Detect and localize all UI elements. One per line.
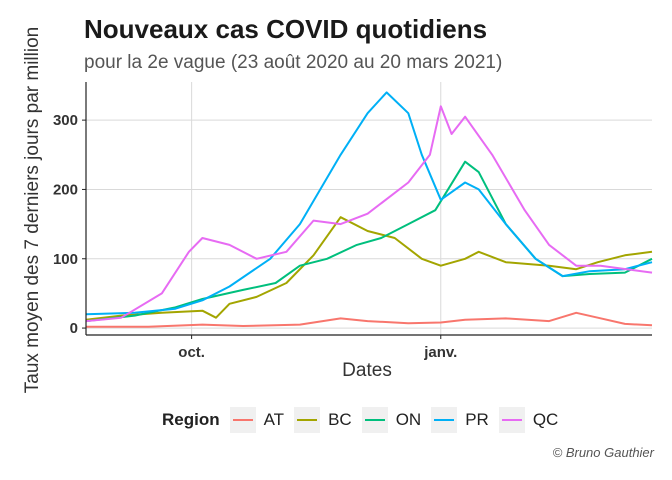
series-line-on xyxy=(85,160,653,323)
legend-label-at: AT xyxy=(263,410,285,429)
series-line-at xyxy=(86,311,653,328)
legend-key-bc xyxy=(294,407,321,433)
legend-swatch-at xyxy=(232,419,253,421)
legend-label-qc: QC xyxy=(532,410,559,429)
legend-title: Region xyxy=(162,410,220,429)
legend-key-on xyxy=(361,407,388,433)
legend-key-pr xyxy=(431,407,458,433)
legend-swatch-qc xyxy=(501,419,522,421)
legend-label-pr: PR xyxy=(465,410,489,429)
x-tick-label: oct. xyxy=(178,344,205,361)
chart-subtitle: pour la 2e vague (23 août 2020 au 20 mar… xyxy=(84,52,503,73)
series-line-qc xyxy=(85,105,653,323)
y-axis-label: Taux moyen des 7 derniers jours par mill… xyxy=(22,26,43,394)
y-tick-label: 300 xyxy=(53,112,78,129)
legend-item-qc: QC xyxy=(498,407,559,433)
legend-swatch-pr xyxy=(434,419,455,421)
y-tick-label: 200 xyxy=(53,181,78,198)
caption: © Bruno Gauthier xyxy=(552,445,654,460)
legend-swatch-on xyxy=(364,419,385,421)
series-lines xyxy=(85,91,653,328)
x-axis-label: Dates xyxy=(342,360,392,381)
legend-label-bc: BC xyxy=(328,410,352,429)
chart-title: Nouveaux cas COVID quotidiens xyxy=(84,14,488,44)
y-tick-label: 100 xyxy=(53,251,78,268)
series-line-pr xyxy=(85,91,653,316)
legend-item-pr: PR xyxy=(431,407,489,433)
legend-label-on: ON xyxy=(395,410,422,429)
legend-key-at xyxy=(229,407,256,433)
legend-key-qc xyxy=(498,407,525,433)
legend-item-bc: BC xyxy=(294,407,352,433)
y-tick-label: 0 xyxy=(70,320,78,337)
x-tick-label: janv. xyxy=(423,344,457,361)
legend: Region AT BC ON PR QC xyxy=(162,405,568,435)
series-line-bc xyxy=(85,216,653,321)
legend-item-on: ON xyxy=(361,407,422,433)
legend-swatch-bc xyxy=(297,419,318,421)
axes: 0 100 200 300 oct. janv. xyxy=(53,82,652,361)
legend-item-at: AT xyxy=(229,407,285,433)
grid-lines xyxy=(86,82,652,335)
